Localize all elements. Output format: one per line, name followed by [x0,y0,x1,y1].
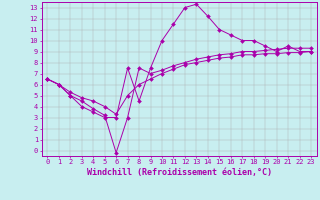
X-axis label: Windchill (Refroidissement éolien,°C): Windchill (Refroidissement éolien,°C) [87,168,272,177]
